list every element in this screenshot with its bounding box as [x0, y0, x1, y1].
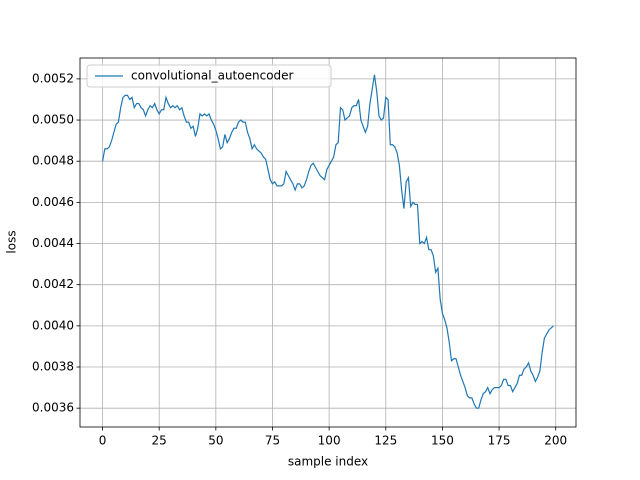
x-tick-label: 200 [544, 434, 567, 448]
y-tick-label: 0.0046 [32, 195, 74, 209]
x-tick-label: 125 [374, 434, 397, 448]
x-tick-label: 25 [152, 434, 167, 448]
legend-box [86, 64, 332, 88]
y-tick-label: 0.0050 [32, 113, 74, 127]
y-tick-label: 0.0036 [32, 401, 74, 415]
x-tick-label: 150 [431, 434, 454, 448]
data-line [101, 74, 554, 409]
x-tick-label: 0 [99, 434, 107, 448]
y-tick-label: 0.0042 [32, 277, 74, 291]
legend-label: convolutional_autoencoder [131, 69, 294, 83]
y-tick-label: 0.0052 [32, 71, 74, 85]
y-tick-label: 0.0040 [32, 318, 74, 332]
x-tick-label: 50 [208, 434, 223, 448]
y-axis-label: loss [5, 230, 19, 253]
y-tick-label: 0.0044 [32, 236, 74, 250]
y-tick-label: 0.0038 [32, 360, 74, 374]
x-tick-label: 175 [488, 434, 511, 448]
x-axis-label: sample index [288, 455, 368, 469]
plot-frame [79, 57, 577, 428]
legend: convolutional_autoencoder [86, 64, 332, 88]
x-tick-label: 75 [265, 434, 280, 448]
y-tick-label: 0.0048 [32, 154, 74, 168]
x-tick-label: 100 [318, 434, 341, 448]
